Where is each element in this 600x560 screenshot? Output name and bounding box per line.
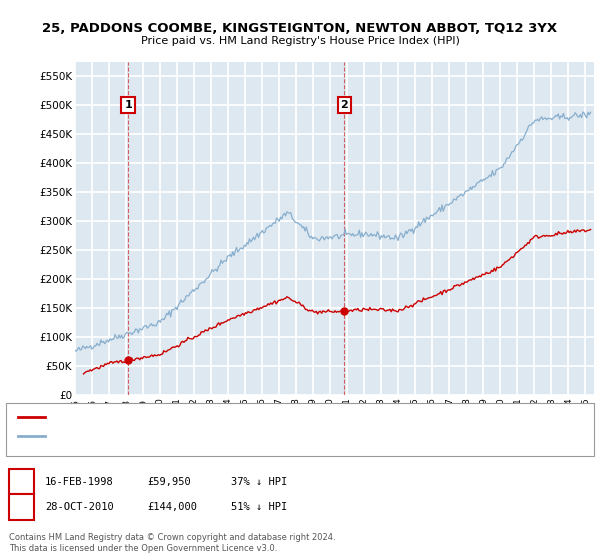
Text: HPI: Average price, detached house, Teignbridge: HPI: Average price, detached house, Teig… (49, 432, 280, 441)
Text: 16-FEB-1998: 16-FEB-1998 (45, 477, 114, 487)
Text: 1: 1 (124, 100, 132, 110)
Text: £59,950: £59,950 (147, 477, 191, 487)
Text: £144,000: £144,000 (147, 502, 197, 512)
Text: 2: 2 (17, 501, 26, 514)
Text: 1: 1 (17, 475, 26, 488)
Text: Contains HM Land Registry data © Crown copyright and database right 2024.
This d: Contains HM Land Registry data © Crown c… (9, 533, 335, 553)
Text: Price paid vs. HM Land Registry's House Price Index (HPI): Price paid vs. HM Land Registry's House … (140, 36, 460, 46)
Text: 51% ↓ HPI: 51% ↓ HPI (231, 502, 287, 512)
Text: 37% ↓ HPI: 37% ↓ HPI (231, 477, 287, 487)
Text: 25, PADDONS COOMBE, KINGSTEIGNTON, NEWTON ABBOT, TQ12 3YX (detached house): 25, PADDONS COOMBE, KINGSTEIGNTON, NEWTO… (49, 413, 465, 422)
Text: 2: 2 (340, 100, 348, 110)
Text: 25, PADDONS COOMBE, KINGSTEIGNTON, NEWTON ABBOT, TQ12 3YX: 25, PADDONS COOMBE, KINGSTEIGNTON, NEWTO… (43, 22, 557, 35)
Text: 28-OCT-2010: 28-OCT-2010 (45, 502, 114, 512)
